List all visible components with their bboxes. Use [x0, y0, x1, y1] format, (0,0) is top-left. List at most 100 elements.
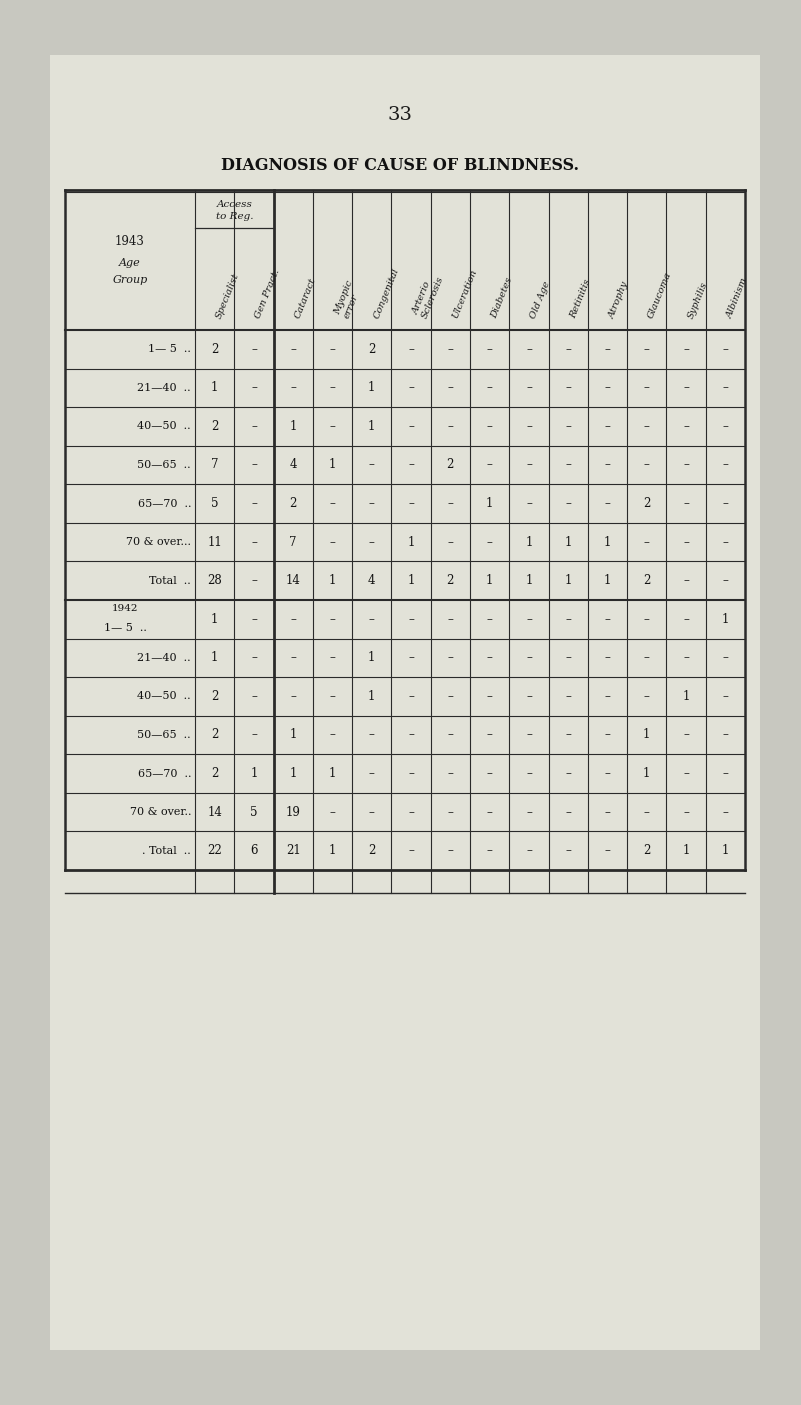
Text: Specialist: Specialist [215, 273, 241, 320]
Text: 11: 11 [207, 535, 222, 548]
Text: –: – [723, 690, 728, 702]
Text: 4: 4 [289, 458, 297, 472]
Text: –: – [683, 652, 689, 665]
Text: –: – [409, 652, 414, 665]
Text: –: – [448, 805, 453, 819]
Text: –: – [329, 613, 336, 625]
Text: . Total  ..: . Total .. [143, 846, 191, 856]
Text: –: – [644, 420, 650, 433]
Text: –: – [723, 535, 728, 548]
Text: –: – [448, 420, 453, 433]
Text: –: – [368, 535, 375, 548]
Text: 2: 2 [211, 420, 219, 433]
Text: –: – [487, 805, 493, 819]
Text: –: – [487, 613, 493, 625]
Text: 7: 7 [211, 458, 219, 472]
Text: 1: 1 [368, 381, 376, 395]
Text: Cataract: Cataract [293, 277, 318, 320]
Text: –: – [526, 844, 532, 857]
Text: –: – [644, 613, 650, 625]
Text: 2: 2 [447, 575, 454, 587]
Text: –: – [644, 343, 650, 355]
Text: –: – [487, 652, 493, 665]
Text: –: – [683, 381, 689, 395]
Text: Gen Pract.: Gen Pract. [254, 268, 282, 320]
Text: –: – [683, 767, 689, 780]
Text: Myopic
error: Myopic error [332, 280, 364, 320]
Text: Access: Access [216, 200, 252, 209]
Text: –: – [329, 805, 336, 819]
Text: –: – [566, 420, 571, 433]
Text: Group: Group [112, 275, 147, 285]
Text: 1: 1 [722, 613, 729, 625]
Text: –: – [329, 381, 336, 395]
Text: –: – [566, 652, 571, 665]
Text: –: – [368, 497, 375, 510]
Text: DIAGNOSIS OF CAUSE OF BLINDNESS.: DIAGNOSIS OF CAUSE OF BLINDNESS. [221, 156, 579, 173]
Text: 19: 19 [286, 805, 300, 819]
Text: –: – [409, 767, 414, 780]
Text: 7: 7 [289, 535, 297, 548]
Text: –: – [409, 613, 414, 625]
Text: 1: 1 [329, 844, 336, 857]
Text: –: – [487, 381, 493, 395]
Text: –: – [526, 767, 532, 780]
Text: –: – [329, 729, 336, 742]
Text: –: – [566, 381, 571, 395]
Text: 1: 1 [368, 420, 376, 433]
Text: –: – [409, 381, 414, 395]
Text: –: – [605, 844, 610, 857]
Text: –: – [448, 381, 453, 395]
Text: 1: 1 [643, 729, 650, 742]
Text: –: – [605, 381, 610, 395]
Text: Congenital: Congenital [372, 267, 400, 320]
Text: Diabetes: Diabetes [489, 277, 514, 320]
Text: –: – [566, 613, 571, 625]
Text: –: – [605, 729, 610, 742]
Text: 1: 1 [211, 652, 219, 665]
Text: –: – [251, 535, 257, 548]
Text: –: – [329, 497, 336, 510]
Text: 1: 1 [525, 535, 533, 548]
Text: –: – [251, 613, 257, 625]
Text: 2: 2 [368, 844, 376, 857]
Text: –: – [723, 420, 728, 433]
FancyBboxPatch shape [50, 55, 760, 1350]
Text: –: – [566, 729, 571, 742]
Text: 40—50  ..: 40—50 .. [138, 422, 191, 431]
Text: –: – [409, 805, 414, 819]
Text: –: – [605, 690, 610, 702]
Text: –: – [487, 420, 493, 433]
Text: 21: 21 [286, 844, 300, 857]
Text: 5: 5 [250, 805, 258, 819]
Text: –: – [683, 613, 689, 625]
Text: Atrophy: Atrophy [607, 280, 630, 320]
Text: 2: 2 [211, 767, 219, 780]
Text: 2: 2 [643, 497, 650, 510]
Text: 1: 1 [289, 729, 297, 742]
Text: –: – [683, 575, 689, 587]
Text: 1: 1 [565, 575, 572, 587]
Text: to Reg.: to Reg. [215, 212, 253, 221]
Text: 28: 28 [207, 575, 222, 587]
Text: 6: 6 [250, 844, 258, 857]
Text: –: – [329, 652, 336, 665]
Text: –: – [605, 343, 610, 355]
Text: –: – [290, 381, 296, 395]
Text: Ulceration: Ulceration [450, 268, 478, 320]
Text: –: – [448, 844, 453, 857]
Text: 1: 1 [643, 767, 650, 780]
Text: –: – [644, 805, 650, 819]
Text: 21—40  ..: 21—40 .. [138, 382, 191, 393]
Text: –: – [566, 844, 571, 857]
Text: –: – [683, 420, 689, 433]
Text: 1943: 1943 [115, 235, 145, 249]
Text: –: – [251, 652, 257, 665]
Text: –: – [723, 458, 728, 472]
Text: –: – [368, 613, 375, 625]
Text: 5: 5 [211, 497, 219, 510]
Text: 1: 1 [604, 575, 611, 587]
Text: –: – [251, 729, 257, 742]
Text: –: – [409, 690, 414, 702]
Text: 1: 1 [329, 767, 336, 780]
